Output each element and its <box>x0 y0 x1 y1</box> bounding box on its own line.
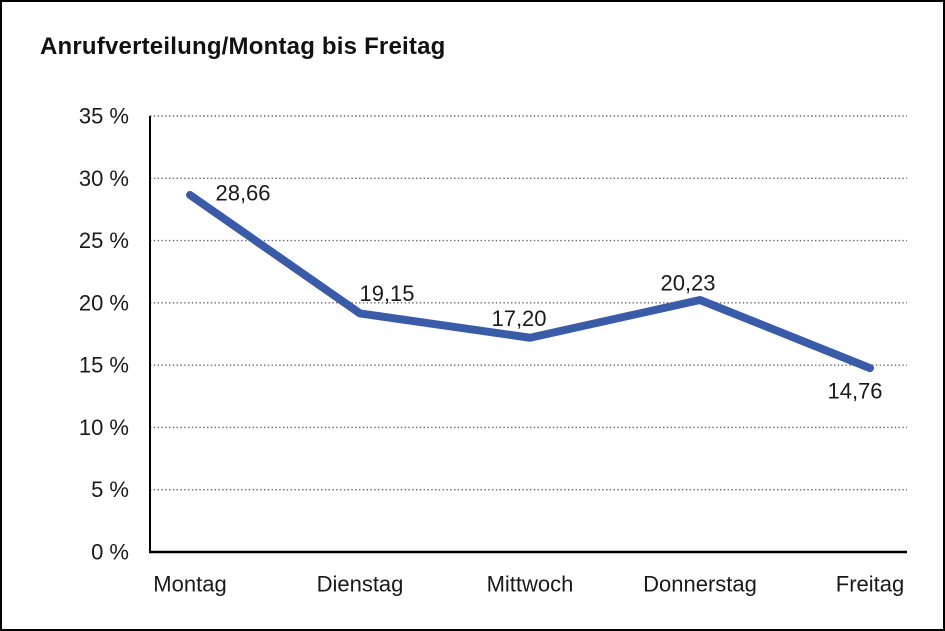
x-axis-tick-label: Donnerstag <box>643 572 757 597</box>
series-layer <box>186 190 874 373</box>
y-axis-labels: 0 % 5 % 10 % 15 % 20 % 25 % 30 % 35 % <box>79 104 129 565</box>
x-axis-labels: Montag Dienstag Mittwoch Donnerstag Freitag <box>153 572 904 597</box>
y-axis-tick-label: 10 % <box>79 415 129 440</box>
y-axis-tick-label: 25 % <box>79 228 129 253</box>
gridlines-layer <box>150 115 907 491</box>
data-point-label: 14,76 <box>827 379 882 404</box>
x-axis-tick-label: Montag <box>153 572 226 597</box>
y-axis-tick-label: 0 % <box>91 540 129 565</box>
y-axis-tick-label: 30 % <box>79 166 129 191</box>
axes-layer <box>149 116 907 554</box>
y-axis-tick-label: 20 % <box>79 290 129 315</box>
x-axis-tick-label: Mittwoch <box>487 572 574 597</box>
y-axis-tick-label: 35 % <box>79 104 129 129</box>
x-axis-tick-label: Dienstag <box>317 572 404 597</box>
data-point-label: 17,20 <box>491 306 546 331</box>
data-point-label: 20,23 <box>660 270 715 295</box>
data-labels-layer: 28,66 19,15 17,20 20,23 14,76 <box>215 180 882 403</box>
y-axis-tick-label: 15 % <box>79 353 129 378</box>
y-axis-tick-label: 5 % <box>91 477 129 502</box>
chart-title: Anrufverteilung/Montag bis Freitag <box>40 33 446 60</box>
data-point-label: 19,15 <box>359 281 414 306</box>
data-point-label: 28,66 <box>215 180 270 205</box>
x-axis-tick-label: Freitag <box>836 572 904 597</box>
series-line <box>186 190 874 373</box>
